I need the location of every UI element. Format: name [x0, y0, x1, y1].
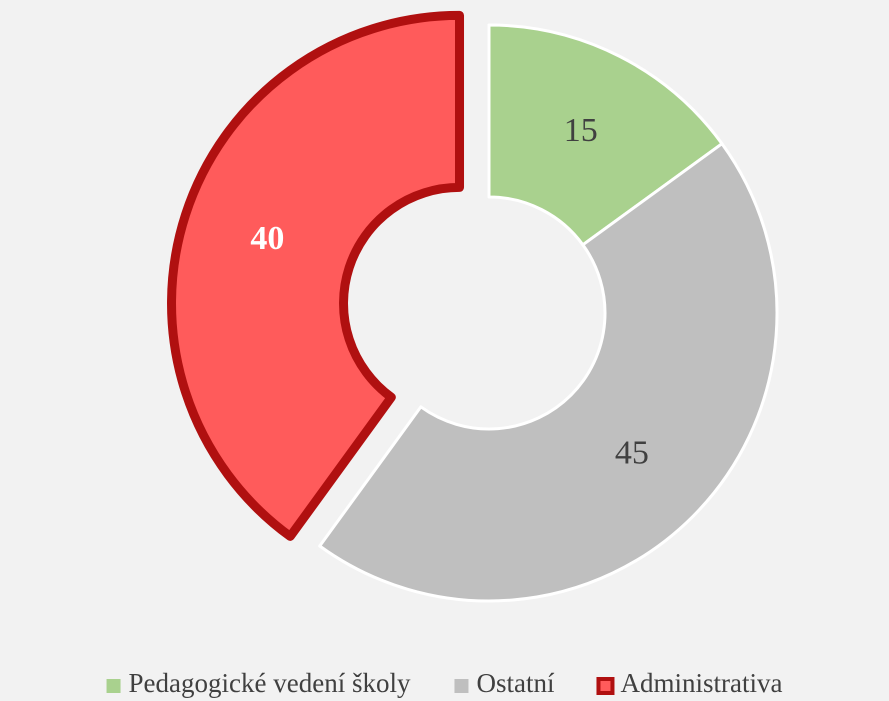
legend-label: Administrativa [620, 668, 782, 698]
data-label: 15 [564, 112, 598, 149]
legend-label: Ostatní [476, 668, 554, 698]
legend-swatch [106, 679, 121, 693]
donut-slice [487, 23, 724, 247]
legend-swatch [454, 679, 469, 693]
legend-swatch [596, 677, 615, 695]
data-label: 40 [250, 220, 284, 257]
donut-slice [318, 142, 779, 603]
data-label: 45 [615, 435, 649, 472]
donut-slice [167, 10, 465, 541]
legend-label: Pedagogické vedení školy [129, 668, 411, 698]
